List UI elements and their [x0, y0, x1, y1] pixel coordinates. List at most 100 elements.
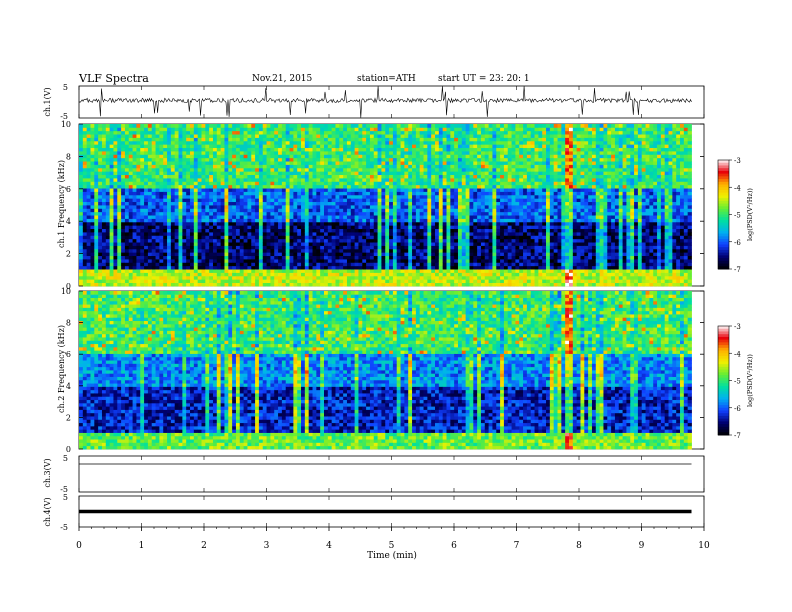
spectrogram-cell — [159, 194, 164, 199]
spectrogram-cell — [301, 137, 306, 142]
spectrogram-cell — [396, 147, 401, 152]
spectrogram-cell — [297, 218, 302, 223]
spectrogram-cell — [423, 238, 428, 243]
spectrogram-cell — [228, 279, 233, 284]
spectrogram-cell — [396, 269, 401, 273]
spectrogram-cell — [454, 188, 459, 192]
spectrogram-cell — [454, 181, 459, 186]
spectrogram-cell — [136, 127, 141, 132]
spectrogram-cell — [442, 194, 447, 199]
spectrogram-cell — [136, 201, 141, 206]
spectrogram-cell — [155, 178, 160, 182]
spectrogram-cell — [247, 275, 252, 280]
spectrogram-cell — [438, 127, 444, 132]
spectrogram-cell — [469, 238, 474, 243]
spectrogram-cell — [170, 211, 176, 216]
spectrogram-cell — [301, 208, 306, 213]
spectrogram-cell — [105, 252, 111, 257]
spectrogram-cell — [113, 259, 118, 263]
spectrogram-cell — [105, 184, 111, 189]
spectrogram-cell — [144, 248, 149, 253]
spectrogram-cell — [101, 215, 107, 219]
spectrogram-cell — [392, 235, 398, 240]
spectrogram-cell — [312, 124, 317, 128]
spectrogram-cell — [155, 218, 160, 223]
spectrogram-cell — [239, 174, 245, 179]
spectrogram-cell — [442, 272, 447, 277]
spectrogram-cell — [366, 272, 371, 277]
spectrogram-cell — [331, 137, 336, 142]
spectrogram-cell — [346, 259, 352, 263]
spectrogram-cell — [228, 208, 233, 213]
spectrogram-cell — [404, 232, 409, 236]
spectrogram-cell — [124, 211, 130, 216]
spectrogram-cell — [239, 147, 245, 152]
spectrogram-cell — [316, 275, 321, 280]
spectrogram-cell — [193, 147, 199, 152]
spectrogram-cell — [121, 147, 126, 152]
spectrogram-cell — [450, 198, 455, 203]
spectrogram-cell — [101, 211, 107, 216]
spectrogram-cell — [408, 161, 413, 165]
spectrogram-cell — [450, 265, 455, 270]
spectrogram-cell — [408, 221, 413, 226]
spectrogram-cell — [224, 134, 229, 138]
spectrogram-cell — [408, 282, 413, 287]
spectrogram-cell — [343, 269, 348, 273]
spectrogram-cell — [435, 130, 440, 135]
spectrogram-cell — [308, 248, 313, 253]
spectrogram-cell — [415, 218, 421, 223]
spectrogram-cell — [109, 262, 114, 267]
spectrogram-cell — [212, 181, 218, 186]
spectrogram-cell — [278, 235, 283, 240]
spectrogram-cell — [415, 279, 421, 284]
spectrogram-cell — [140, 140, 145, 145]
spectrogram-cell — [339, 191, 344, 196]
spectrogram-cell — [289, 154, 294, 159]
spectrogram-cell — [301, 228, 306, 233]
spectrogram-cell — [220, 255, 225, 260]
spectrogram-cell — [186, 144, 191, 149]
spectrogram-cell — [389, 137, 394, 142]
spectrogram-cell — [124, 255, 130, 260]
spectrogram-cell — [301, 134, 306, 138]
spectrogram-cell — [316, 235, 321, 240]
spectrogram-cell — [147, 218, 153, 223]
spectrogram-cell — [316, 225, 321, 230]
spectrogram-cell — [255, 194, 260, 199]
spectrogram-cell — [232, 184, 237, 189]
spectrogram-cell — [105, 208, 111, 213]
spectrogram-cell — [232, 221, 237, 226]
spectrogram-cell — [136, 171, 141, 176]
spectrogram-cell — [235, 238, 241, 243]
spectrogram-cell — [431, 164, 436, 169]
spectrogram-cell — [90, 188, 95, 192]
spectrogram-cell — [373, 178, 378, 182]
spectrogram-cell — [454, 198, 459, 203]
spectrogram-cell — [201, 242, 206, 246]
spectrogram-cell — [331, 272, 336, 277]
spectrogram-cell — [419, 248, 424, 253]
spectrogram-cell — [346, 208, 352, 213]
spectrogram-cell — [201, 208, 206, 213]
spectrogram-cell — [392, 178, 398, 182]
spectrogram-cell — [435, 144, 440, 149]
spectrogram-cell — [427, 188, 432, 192]
spectrogram-cell — [121, 279, 126, 284]
spectrogram-cell — [212, 171, 218, 176]
spectrogram-cell — [278, 242, 283, 246]
spectrogram-cell — [446, 279, 451, 284]
spectrogram-cell — [151, 215, 156, 219]
spectrogram-cell — [350, 275, 356, 280]
spectrogram-cell — [243, 157, 248, 162]
spectrogram-cell — [147, 181, 153, 186]
spectrogram-cell — [212, 221, 218, 226]
spectrogram-cell — [235, 242, 241, 246]
spectrogram-cell — [362, 215, 367, 219]
spectrogram-cell — [381, 221, 386, 226]
spectrogram-cell — [331, 140, 336, 145]
spectrogram-cell — [335, 184, 340, 189]
spectrogram-cell — [377, 248, 382, 253]
spectrogram-cell — [461, 238, 467, 243]
spectrogram-cell — [94, 181, 99, 186]
